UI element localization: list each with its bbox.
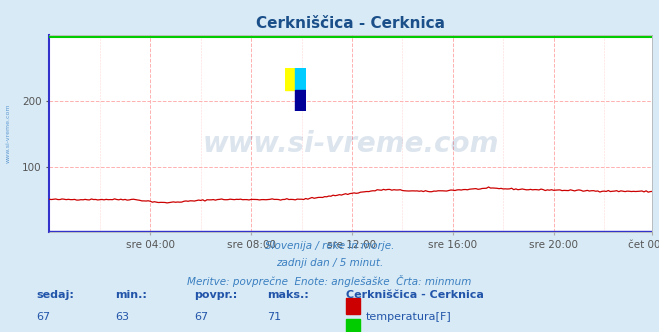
Text: zadnji dan / 5 minut.: zadnji dan / 5 minut. [276, 258, 383, 268]
Text: maks.:: maks.: [267, 290, 308, 300]
Text: Slovenija / reke in morje.: Slovenija / reke in morje. [265, 241, 394, 251]
Polygon shape [295, 68, 306, 90]
Text: Meritve: povprečne  Enote: anglešaške  Črta: minmum: Meritve: povprečne Enote: anglešaške Črt… [187, 275, 472, 287]
Text: 67: 67 [194, 312, 208, 322]
Text: www.si-vreme.com: www.si-vreme.com [6, 103, 11, 163]
Title: Cerkniščica - Cerknica: Cerkniščica - Cerknica [256, 16, 445, 31]
Text: www.si-vreme.com: www.si-vreme.com [203, 129, 499, 157]
Text: Cerkniščica - Cerknica: Cerkniščica - Cerknica [346, 290, 484, 300]
Text: 67: 67 [36, 312, 50, 322]
Text: 63: 63 [115, 312, 129, 322]
Text: min.:: min.: [115, 290, 147, 300]
Polygon shape [285, 68, 295, 90]
Text: sedaj:: sedaj: [36, 290, 74, 300]
Text: temperatura[F]: temperatura[F] [366, 312, 451, 322]
Text: 71: 71 [267, 312, 281, 322]
Polygon shape [295, 90, 306, 111]
Text: povpr.:: povpr.: [194, 290, 238, 300]
